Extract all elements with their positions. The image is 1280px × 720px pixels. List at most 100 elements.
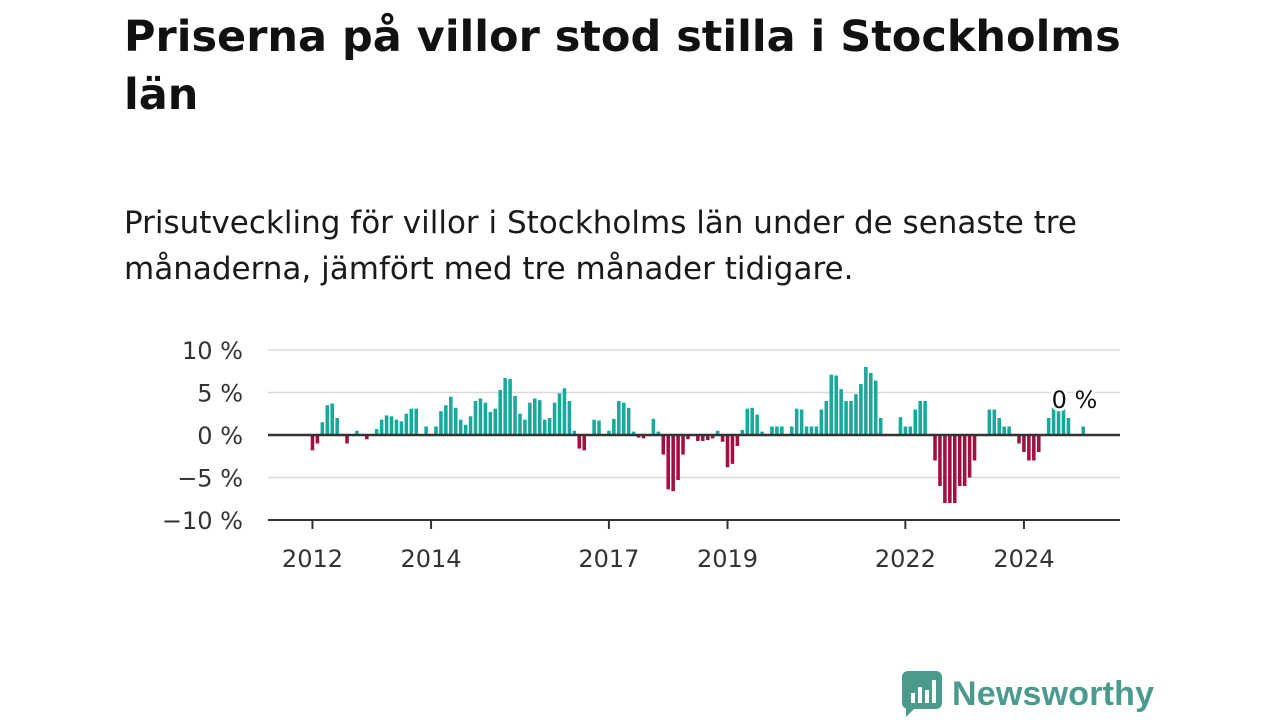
- y-tick-label: 10 %: [182, 337, 243, 365]
- bar: [626, 407, 631, 435]
- bar: [794, 408, 799, 435]
- bar: [824, 401, 829, 435]
- bar: [859, 384, 863, 435]
- bar: [873, 380, 878, 435]
- bar: [923, 401, 927, 435]
- x-tick-label: 2017: [578, 545, 639, 573]
- x-tick-label: 2022: [875, 545, 936, 573]
- bar: [310, 435, 315, 451]
- bar: [804, 426, 809, 435]
- bar: [656, 431, 661, 435]
- bar: [908, 426, 913, 435]
- bar: [725, 435, 730, 468]
- bar: [493, 408, 498, 435]
- bar: [705, 435, 710, 441]
- x-tick-label: 2012: [282, 545, 343, 573]
- bar: [528, 402, 532, 435]
- bar: [449, 396, 453, 435]
- bar: [617, 401, 621, 435]
- bar: [612, 418, 616, 435]
- bar: [948, 435, 952, 503]
- bar: [1027, 435, 1031, 461]
- bar: [1002, 426, 1006, 435]
- bar: [1036, 435, 1041, 452]
- newsworthy-logo-icon: [902, 671, 942, 717]
- bar: [458, 419, 463, 435]
- bar: [537, 400, 542, 435]
- bar: [967, 435, 972, 478]
- bar: [780, 426, 784, 435]
- bar: [379, 419, 384, 435]
- bar: [607, 430, 611, 435]
- bar: [330, 403, 335, 435]
- bar: [696, 435, 700, 441]
- bar: [898, 417, 903, 435]
- bar: [938, 435, 942, 486]
- latest-value-annotation: 0 %: [1052, 386, 1098, 414]
- bar: [819, 409, 824, 435]
- bar: [775, 426, 779, 435]
- bar: [325, 405, 330, 435]
- bar: [641, 435, 646, 439]
- bar: [651, 418, 656, 435]
- bar: [992, 409, 997, 435]
- bar: [681, 435, 685, 455]
- bar: [503, 378, 507, 435]
- y-tick-label: 5 %: [197, 380, 243, 408]
- bar: [849, 401, 853, 435]
- bar: [572, 430, 577, 435]
- newsworthy-brand: Newsworthy: [902, 670, 1154, 718]
- bar: [424, 426, 428, 435]
- bar: [809, 426, 814, 435]
- bar: [488, 412, 493, 435]
- bar: [523, 419, 527, 435]
- bar: [631, 431, 636, 435]
- bar: [730, 435, 735, 464]
- bar: [478, 398, 483, 435]
- bar: [399, 421, 404, 435]
- bar: [557, 393, 562, 435]
- x-tick-labels: 2012 2014 2017 2019 2022 2024: [282, 545, 1055, 573]
- bar: [468, 416, 473, 435]
- bar: [463, 424, 468, 435]
- bar: [542, 419, 547, 435]
- bar: [755, 414, 759, 435]
- brand-name: Newsworthy: [952, 674, 1155, 713]
- bar: [1032, 435, 1036, 461]
- bar: [686, 435, 690, 440]
- bar: [676, 435, 680, 481]
- bar: [374, 429, 379, 435]
- bar: [829, 374, 834, 435]
- bar: [760, 431, 764, 435]
- bar: [834, 375, 838, 435]
- bar: [750, 407, 754, 435]
- x-tick-label: 2014: [401, 545, 462, 573]
- bar: [1061, 409, 1066, 435]
- bar: [483, 402, 488, 435]
- bar: [745, 408, 750, 435]
- bar: [552, 402, 557, 435]
- bar: [1017, 435, 1021, 444]
- bar: [854, 394, 858, 435]
- bar: [513, 395, 517, 435]
- bar: [453, 407, 458, 435]
- bar: [1051, 401, 1056, 435]
- bar: [878, 418, 883, 435]
- bar: [315, 435, 320, 444]
- bar: [839, 389, 843, 435]
- bar: [1022, 435, 1026, 452]
- bar: [1081, 426, 1086, 435]
- y-tick-label: 0 %: [197, 422, 243, 450]
- bar: [918, 401, 922, 435]
- bar: [533, 398, 537, 435]
- bar: [943, 435, 947, 503]
- bar: [701, 435, 705, 441]
- bar: [735, 435, 740, 447]
- grid-lines: [268, 349, 1120, 479]
- bar: [1066, 418, 1071, 435]
- y-tick-labels: 10 % 5 % 0 % −5 % −10 %: [162, 337, 243, 535]
- bar: [864, 367, 868, 435]
- x-tick-label: 2024: [993, 545, 1054, 573]
- bar: [844, 401, 848, 435]
